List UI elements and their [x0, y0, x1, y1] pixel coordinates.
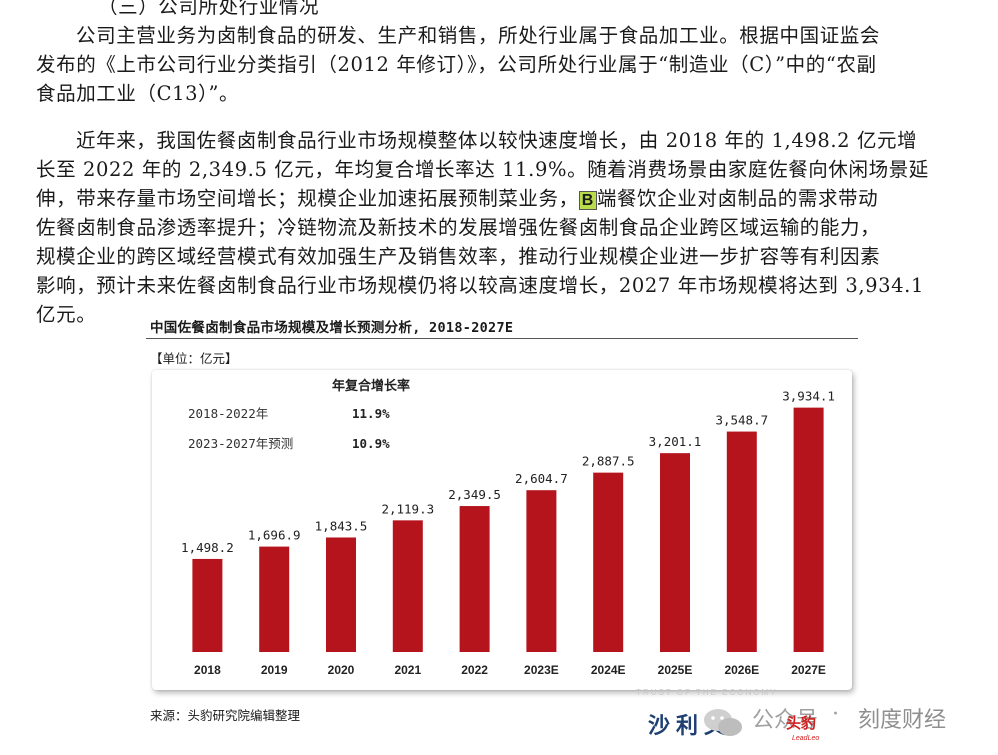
watermark-wechat-text: 公众号 [752, 707, 819, 732]
value-label-2026E: 3,548.7 [715, 413, 768, 428]
bar-2026E [726, 431, 757, 652]
bar-2023E [526, 490, 557, 652]
paragraph-1-line-3: 食品加工业（C13）”。 [36, 82, 240, 105]
paragraph-2-line-6: 影响，预计未来佐餐卤制食品行业市场规模仍将以较高速度增长，2027 年市场规模将… [36, 274, 924, 297]
bar-2018 [192, 558, 223, 652]
figure-title-rule [146, 338, 858, 339]
watermark-separator: · [832, 702, 839, 727]
paragraph-2-line-1: 近年来，我国佐餐卤制食品行业市场规模整体以较快速度增长，由 2018 年的 1,… [76, 129, 918, 152]
watermark-badge: 头豹 LeadLeo [786, 714, 819, 742]
chart-frame: 年复合增长率 2018-2022年 11.9% 2023-2027年预测 10.… [152, 370, 852, 690]
value-label-2018: 1,498.2 [181, 540, 234, 555]
x-tick-2023E: 2023E [524, 663, 559, 677]
paragraph-1-line-1: 公司主营业务为卤制食品的研发、生产和销售，所处行业属于食品加工业。根据中国证监会 [76, 24, 881, 47]
paragraph-2-line-4: 佐餐卤制食品渗透率提升；冷链物流及新技术的发展增强佐餐卤制食品企业跨区域运输的能… [36, 216, 881, 239]
bar-2021 [392, 520, 423, 652]
x-tick-2022: 2022 [461, 663, 488, 677]
paragraph-2-line-5: 规模企业的跨区域经营模式有效加强生产及销售效率，推动行业规模企业进一步扩容等有利… [36, 245, 881, 268]
watermark-band-text: TRUST OF THE ECONOMY [636, 688, 778, 697]
bars-group: 1,498.2 2018 1,696.9 2019 1,843.5 2020 2,119.3… [181, 389, 835, 677]
unit-label: 【单位：亿元】 [150, 351, 238, 366]
value-label-2025E: 3,201.1 [649, 434, 702, 449]
bar-2025E [660, 453, 690, 652]
bar-2022 [459, 506, 490, 652]
paragraph-1-line-2: 发布的《上市公司行业分类指引（2012 年修订）》，公司所处行业属于“制造业（C… [36, 53, 877, 76]
badge-text: 头豹 [786, 714, 816, 732]
paragraph-2-line-2: 长至 2022 年的 2,349.5 亿元，年均复合增长率达 11.9%。随着消… [36, 158, 929, 181]
watermark-account-name: 刻度财经 [858, 707, 947, 732]
paragraph-2-line-3-tail: 端餐饮企业对卤制品的需求带动 [596, 187, 879, 210]
document-body: （三）公司所处行业情况 公司主营业务为卤制食品的研发、生产和销售，所处行业属于食… [36, 0, 962, 329]
figure-source: 来源：头豹研究院编辑整理 [150, 708, 301, 723]
x-tick-2020: 2020 [328, 663, 355, 677]
x-tick-2018: 2018 [194, 663, 221, 677]
x-tick-2025E: 2025E [658, 663, 693, 677]
cagr-row-2-label: 2023-2027年预测 [188, 436, 293, 451]
bar-2019 [259, 546, 290, 652]
value-label-2023E: 2,604.7 [515, 471, 568, 486]
bar-2020 [326, 537, 356, 652]
wechat-icon [704, 709, 742, 736]
highlighted-letter: B [578, 191, 597, 210]
x-tick-2021: 2021 [394, 663, 421, 677]
x-tick-2026E: 2026E [724, 663, 759, 677]
paragraph-2-line-3: 伸，带来存量市场空间增长；规模企业加速拓展预制菜业务， B 端餐饮企业对卤制品的需求… [36, 184, 962, 213]
x-tick-2024E: 2024E [591, 663, 626, 677]
figure-title: 中国佐餐卤制食品市场规模及增长预测分析, 2018-2027E [150, 320, 514, 336]
value-label-2022: 2,349.5 [448, 487, 501, 502]
paragraph-2-line-3-text: 伸，带来存量市场空间增长；规模企业加速拓展预制菜业务， [36, 187, 579, 210]
value-label-2020: 1,843.5 [315, 518, 368, 533]
value-label-2027E: 3,934.1 [782, 389, 835, 404]
cagr-table: 年复合增长率 2018-2022年 11.9% 2023-2027年预测 10.… [188, 378, 410, 451]
cagr-header: 年复合增长率 [332, 378, 410, 394]
cagr-row-1-value: 11.9% [352, 406, 390, 421]
bar-chart: 年复合增长率 2018-2022年 11.9% 2023-2027年预测 10.… [181, 378, 835, 677]
x-tick-2019: 2019 [261, 663, 288, 677]
value-label-2021: 2,119.3 [381, 501, 434, 516]
section-heading: （三）公司所处行业情况 [98, 0, 320, 18]
bar-2027E [793, 407, 824, 652]
value-label-2019: 1,696.9 [248, 528, 301, 543]
badge-subtext: LeadLeo [792, 735, 819, 742]
value-label-2024E: 2,887.5 [582, 454, 635, 469]
x-tick-2027E: 2027E [791, 663, 826, 677]
cagr-row-2-value: 10.9% [352, 436, 390, 451]
paragraph-2-line-7: 亿元。 [36, 303, 97, 326]
cagr-row-1-label: 2018-2022年 [188, 406, 268, 421]
bar-2024E [593, 472, 624, 652]
